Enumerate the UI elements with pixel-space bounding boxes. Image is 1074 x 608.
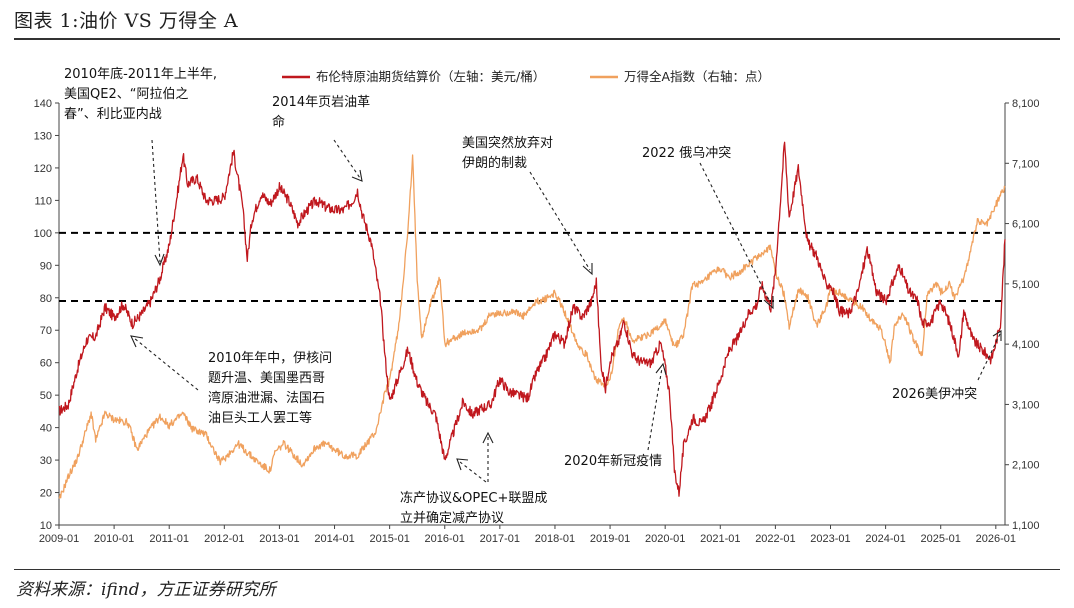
right-tick-label: 3,100 bbox=[1012, 399, 1040, 411]
right-tick-label: 5,100 bbox=[1012, 279, 1040, 291]
arrow-2026 bbox=[977, 333, 1001, 381]
left-tick-label: 100 bbox=[34, 228, 52, 240]
x-tick-label: 2011-01 bbox=[149, 533, 189, 545]
title-rule bbox=[14, 38, 1060, 40]
arrow-2010 bbox=[133, 337, 199, 391]
source-note: 资料来源：ifind，方正证券研究所 bbox=[16, 580, 276, 600]
right-axis-ticks: 1,100 2,100 3,100 4,100 5,100 6,100 7,100 8,100 bbox=[1005, 98, 1040, 532]
arrowhead-2026 bbox=[992, 330, 1002, 341]
legend-label-brent: 布伦特原油期货结算价（左轴：美元/桶） bbox=[316, 69, 545, 84]
annotation-opec: 冻产协议&OPEC+联盟成 立并确定减产协议 bbox=[400, 490, 552, 526]
reference-lines bbox=[59, 231, 1005, 303]
annotation-2010-midyear: 2010年年中，伊核问 题升温、美国墨西哥 湾原油泄漏、法国石 油巨头工人罢工等 bbox=[208, 351, 336, 426]
x-tick-label: 2017-01 bbox=[480, 533, 520, 545]
x-tick-label: 2009-01 bbox=[39, 533, 79, 545]
annotation-russia-ukraine: 2022 俄乌冲突 bbox=[642, 145, 731, 161]
arrowhead-covid bbox=[655, 362, 667, 376]
arrowhead-iran bbox=[582, 263, 593, 276]
left-tick-label: 110 bbox=[34, 195, 52, 207]
x-tick-label: 2010-01 bbox=[94, 533, 134, 545]
arrow-qe2 bbox=[151, 139, 161, 263]
left-tick-label: 50 bbox=[40, 390, 52, 402]
annotation-us-iran-2026: 2026美伊冲突 bbox=[892, 386, 977, 402]
arrow-russia bbox=[699, 162, 772, 305]
legend-label-wind-a: 万得全A指数（右轴：点） bbox=[624, 69, 770, 84]
right-tick-label: 2,100 bbox=[1012, 460, 1040, 472]
arrow-shale bbox=[333, 139, 361, 179]
x-tick-label: 2018-01 bbox=[535, 533, 575, 545]
right-tick-label: 7,100 bbox=[1012, 158, 1040, 170]
left-tick-label: 70 bbox=[40, 325, 52, 337]
x-tick-label: 2022-01 bbox=[755, 533, 795, 545]
series-line-wind-a bbox=[58, 154, 1006, 499]
arrowhead-qe2 bbox=[154, 253, 165, 267]
right-tick-label: 8,100 bbox=[1012, 98, 1040, 110]
annotation-covid: 2020年新冠疫情 bbox=[564, 453, 662, 469]
right-tick-label: 1,100 bbox=[1012, 520, 1040, 532]
annotation-iran-sanctions: 美国突然放弃对 伊朗的制裁 bbox=[462, 135, 557, 171]
arrowhead-opec-left bbox=[456, 458, 469, 471]
series-layer bbox=[58, 141, 1006, 499]
series-line-brent bbox=[58, 141, 1006, 497]
legend: 布伦特原油期货结算价（左轴：美元/桶） 万得全A指数（右轴：点） bbox=[282, 69, 770, 84]
arrow-covid bbox=[647, 367, 663, 451]
arrowhead-opec-up bbox=[482, 431, 494, 444]
x-tick-label: 2024-01 bbox=[865, 533, 905, 545]
left-tick-label: 140 bbox=[34, 98, 52, 110]
annotation-shale: 2014年页岩油革 命 bbox=[272, 95, 374, 130]
right-tick-label: 4,100 bbox=[1012, 339, 1040, 351]
arrow-iran bbox=[529, 171, 591, 271]
x-tick-label: 2025-01 bbox=[921, 533, 961, 545]
arrowhead-shale bbox=[351, 169, 363, 182]
x-tick-label: 2014-01 bbox=[314, 533, 354, 545]
right-tick-label: 6,100 bbox=[1012, 219, 1040, 231]
left-tick-label: 30 bbox=[40, 455, 52, 467]
left-tick-label: 10 bbox=[40, 520, 52, 532]
x-tick-label: 2020-01 bbox=[645, 533, 685, 545]
x-tick-label: 2023-01 bbox=[810, 533, 850, 545]
x-tick-label: 2026-01 bbox=[976, 533, 1016, 545]
left-axis-ticks: 10 20 30 40 50 60 70 80 90 100 110 120 130 140 bbox=[34, 98, 59, 532]
x-tick-label: 2012-01 bbox=[204, 533, 244, 545]
annotations: 2010年底-2011年上半年, 美国QE2、“阿拉伯之 春”、利比亚内战 20… bbox=[64, 66, 1002, 526]
x-tick-label: 2016-01 bbox=[425, 533, 465, 545]
figure-title: 图表 1:油价 VS 万得全 A bbox=[14, 10, 239, 32]
arrowhead-russia bbox=[763, 296, 774, 310]
x-tick-label: 2013-01 bbox=[259, 533, 299, 545]
left-tick-label: 130 bbox=[34, 130, 52, 142]
x-tick-label: 2015-01 bbox=[369, 533, 409, 545]
left-tick-label: 80 bbox=[40, 293, 52, 305]
annotation-qe2: 2010年底-2011年上半年, 美国QE2、“阿拉伯之 春”、利比亚内战 bbox=[64, 66, 221, 122]
left-tick-label: 90 bbox=[40, 260, 52, 272]
source-rule bbox=[14, 569, 1060, 570]
x-axis-ticks: 2009-01 2010-01 2011-01 2012-01 2013-01 2014-… bbox=[39, 525, 1016, 545]
x-tick-label: 2021-01 bbox=[700, 533, 740, 545]
left-tick-label: 60 bbox=[40, 358, 52, 370]
left-tick-label: 20 bbox=[40, 488, 52, 500]
x-tick-label: 2019-01 bbox=[590, 533, 630, 545]
left-tick-label: 40 bbox=[40, 423, 52, 435]
left-tick-label: 120 bbox=[34, 163, 52, 175]
arrowhead-2010 bbox=[130, 335, 144, 348]
arrow-opec-left bbox=[459, 461, 487, 483]
